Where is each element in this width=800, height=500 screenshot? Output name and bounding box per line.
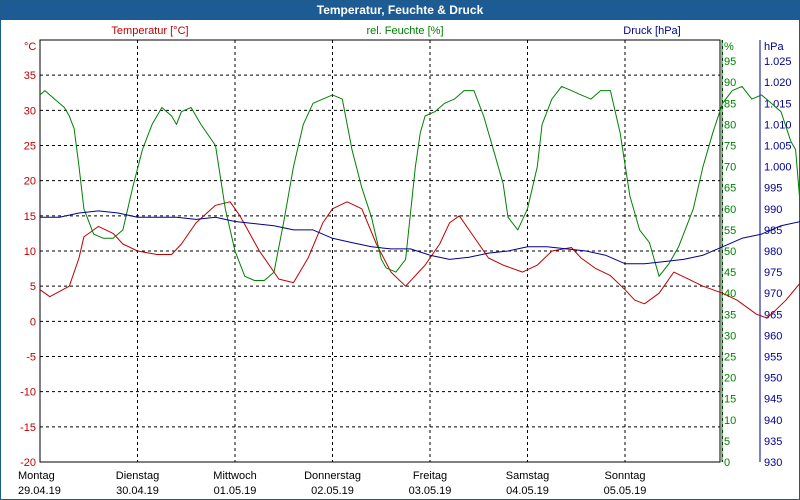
temperature-tick-label: -15 — [20, 422, 36, 434]
pressure-unit: hPa — [764, 41, 784, 53]
pressure-tick-label: 935 — [764, 436, 782, 448]
temperature-tick-label: 5 — [30, 281, 36, 293]
pressure-tick-label: 940 — [764, 415, 782, 427]
pressure-tick-label: 980 — [764, 246, 782, 258]
temperature-tick-label: 10 — [24, 246, 36, 258]
x-day-label: Mittwoch — [213, 470, 256, 482]
temperature-tick-label: 15 — [24, 211, 36, 223]
temperature-tick-label: -10 — [20, 387, 36, 399]
x-day-label: Dienstag — [116, 470, 159, 482]
pressure-tick-label: 1.015 — [764, 98, 792, 110]
x-date-label: 04.05.19 — [506, 485, 549, 497]
humidity-tick-label: 75 — [724, 141, 736, 153]
humidity-tick-label: 30 — [724, 330, 736, 342]
humidity-tick-label: 5 — [724, 436, 730, 448]
temperature-tick-label: 20 — [24, 176, 36, 188]
x-date-label: 29.04.19 — [18, 485, 61, 497]
humidity-tick-label: 70 — [724, 162, 736, 174]
pressure-tick-label: 1.000 — [764, 162, 792, 174]
humidity-tick-label: 25 — [724, 352, 736, 364]
humidity-series-line — [39, 85, 800, 281]
humidity-tick-label: 45 — [724, 267, 736, 279]
temperature-tick-label: -20 — [20, 457, 36, 469]
window-title: Temperatur, Feuchte & Druck — [1, 1, 799, 20]
humidity-tick-label: 95 — [724, 56, 736, 68]
pressure-tick-label: 990 — [764, 204, 782, 216]
x-axis-labels: Montag 29.04.19 Dienstag 30.04.19 Mittwoch 01… — [18, 470, 646, 497]
pressure-tick-label: 985 — [764, 225, 782, 237]
pressure-tick-label: 975 — [764, 267, 782, 279]
temperature-tick-label: 0 — [30, 316, 36, 328]
temperature-tick-label: 30 — [24, 105, 36, 117]
x-date-label: 30.04.19 — [116, 485, 159, 497]
temperature-tick-label: -5 — [26, 352, 36, 364]
x-day-label: Freitag — [413, 470, 447, 482]
pressure-series-line — [40, 210, 800, 265]
pressure-tick-label: 960 — [764, 330, 782, 342]
humidity-tick-label: 55 — [724, 225, 736, 237]
temperature-tick-label: 25 — [24, 141, 36, 153]
humidity-tick-label: 50 — [724, 246, 736, 258]
humidity-tick-label: 10 — [724, 415, 736, 427]
humidity-tick-label: 90 — [724, 77, 736, 89]
temperature-unit: °C — [24, 41, 36, 53]
x-date-label: 05.05.19 — [604, 485, 647, 497]
humidity-tick-label: 35 — [724, 309, 736, 321]
pressure-tick-label: 950 — [764, 373, 782, 385]
temperature-tick-label: 35 — [24, 70, 36, 82]
humidity-tick-label: 80 — [724, 119, 736, 131]
tick-labels: 35302520151050-5-10-15-20959085807570656… — [20, 56, 791, 469]
humidity-tick-label: 0 — [724, 457, 730, 469]
humidity-tick-label: 85 — [724, 98, 736, 110]
pressure-tick-label: 930 — [764, 457, 782, 469]
humidity-tick-label: 65 — [724, 183, 736, 195]
humidity-tick-label: 60 — [724, 204, 736, 216]
humidity-tick-label: 40 — [724, 288, 736, 300]
pressure-axis-label: Druck [hPa] — [623, 25, 680, 37]
pressure-tick-label: 1.025 — [764, 56, 792, 68]
pressure-tick-label: 995 — [764, 183, 782, 195]
temperature-axis-label: Temperatur [°C] — [111, 25, 188, 37]
pressure-tick-label: 1.005 — [764, 141, 792, 153]
x-day-label: Montag — [18, 470, 55, 482]
x-date-label: 01.05.19 — [214, 485, 257, 497]
temperature-series-line — [39, 201, 800, 319]
series-lines — [39, 85, 800, 319]
pressure-tick-label: 965 — [764, 309, 782, 321]
pressure-tick-label: 955 — [764, 352, 782, 364]
pressure-tick-label: 1.020 — [764, 77, 792, 89]
humidity-tick-label: 15 — [724, 394, 736, 406]
humidity-tick-label: 20 — [724, 373, 736, 385]
humidity-axis-label: rel. Feuchte [%] — [366, 25, 443, 37]
x-date-label: 02.05.19 — [311, 485, 354, 497]
pressure-tick-label: 970 — [764, 288, 782, 300]
x-day-label: Sonntag — [605, 470, 646, 482]
x-day-label: Samstag — [506, 470, 549, 482]
x-date-label: 03.05.19 — [409, 485, 452, 497]
pressure-tick-label: 945 — [764, 394, 782, 406]
humidity-unit: % — [724, 41, 734, 53]
x-day-label: Donnerstag — [304, 470, 361, 482]
